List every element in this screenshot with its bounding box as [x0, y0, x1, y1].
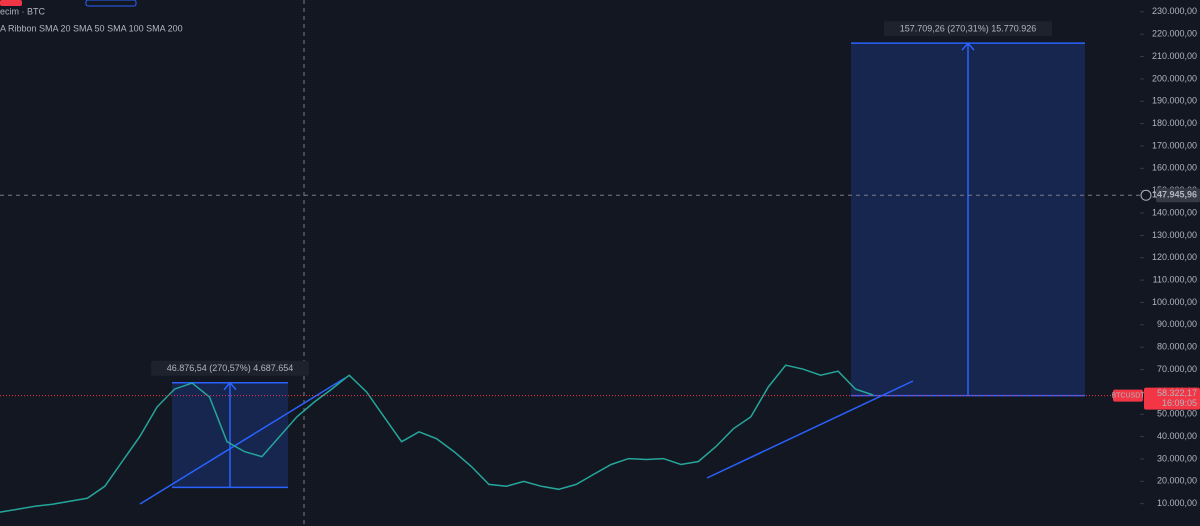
- y-tick-label: 130.000,00: [1152, 230, 1197, 240]
- y-tick-label: 190.000,00: [1152, 96, 1197, 106]
- symbol-label: BTCUSDT: [1111, 392, 1145, 399]
- add-alert-icon[interactable]: [1140, 189, 1152, 201]
- y-tick-label: 80.000,00: [1157, 342, 1197, 352]
- price-badge: [1144, 387, 1200, 410]
- measure-label-bg: [151, 360, 309, 376]
- countdown-label: 16:09:05: [1162, 398, 1197, 408]
- arrow-head: [223, 381, 237, 391]
- symbol-badge: [1113, 389, 1143, 402]
- y-tick-label: 110.000,00: [1153, 274, 1197, 284]
- y-tick-label: 100.000,00: [1152, 297, 1197, 307]
- y-tick-label: 230.000,00: [1152, 6, 1197, 16]
- y-tick-label: 220.000,00: [1152, 29, 1197, 39]
- price-line: [0, 364, 874, 513]
- symbol-legend: ecim · BTC: [0, 6, 46, 16]
- y-tick-label: 40.000,00: [1157, 431, 1197, 441]
- measure-label: 157.709,26 (270,31%) 15.770.926: [900, 24, 1037, 34]
- crosshair-label: 147.945,96: [1152, 190, 1197, 200]
- y-tick-label: 10.000,00: [1157, 498, 1197, 508]
- arrow-head: [961, 41, 975, 51]
- trend-line: [706, 380, 914, 479]
- y-tick-label: 50.000,00: [1157, 409, 1197, 419]
- indicator-legend: A Ribbon SMA 20 SMA 50 SMA 100 SMA 200: [0, 23, 183, 33]
- y-tick-label: 20.000,00: [1157, 476, 1197, 486]
- y-tick-label: 170.000,00: [1152, 140, 1197, 150]
- y-tick-label: 140.000,00: [1152, 207, 1197, 217]
- y-tick-label: 120.000,00: [1152, 252, 1197, 262]
- toolbar-button[interactable]: [85, 0, 137, 7]
- y-tick-label: 30.000,00: [1157, 453, 1197, 463]
- price-label: 58.322,17: [1157, 388, 1197, 398]
- y-tick-label: 90.000,00: [1157, 319, 1197, 329]
- y-tick-label: 180.000,00: [1152, 118, 1197, 128]
- y-tick-label: 200.000,00: [1152, 73, 1197, 83]
- toolbar-button[interactable]: [0, 0, 22, 6]
- measure-label-bg: [883, 21, 1053, 37]
- trend-line: [139, 377, 346, 505]
- y-tick-label: 70.000,00: [1157, 364, 1197, 374]
- measure-label: 46.876,54 (270,57%) 4.687.654: [167, 363, 294, 373]
- crosshair-badge: [1156, 188, 1200, 203]
- y-tick-label: 210.000,00: [1152, 51, 1197, 61]
- y-tick-label: 160.000,00: [1152, 163, 1197, 173]
